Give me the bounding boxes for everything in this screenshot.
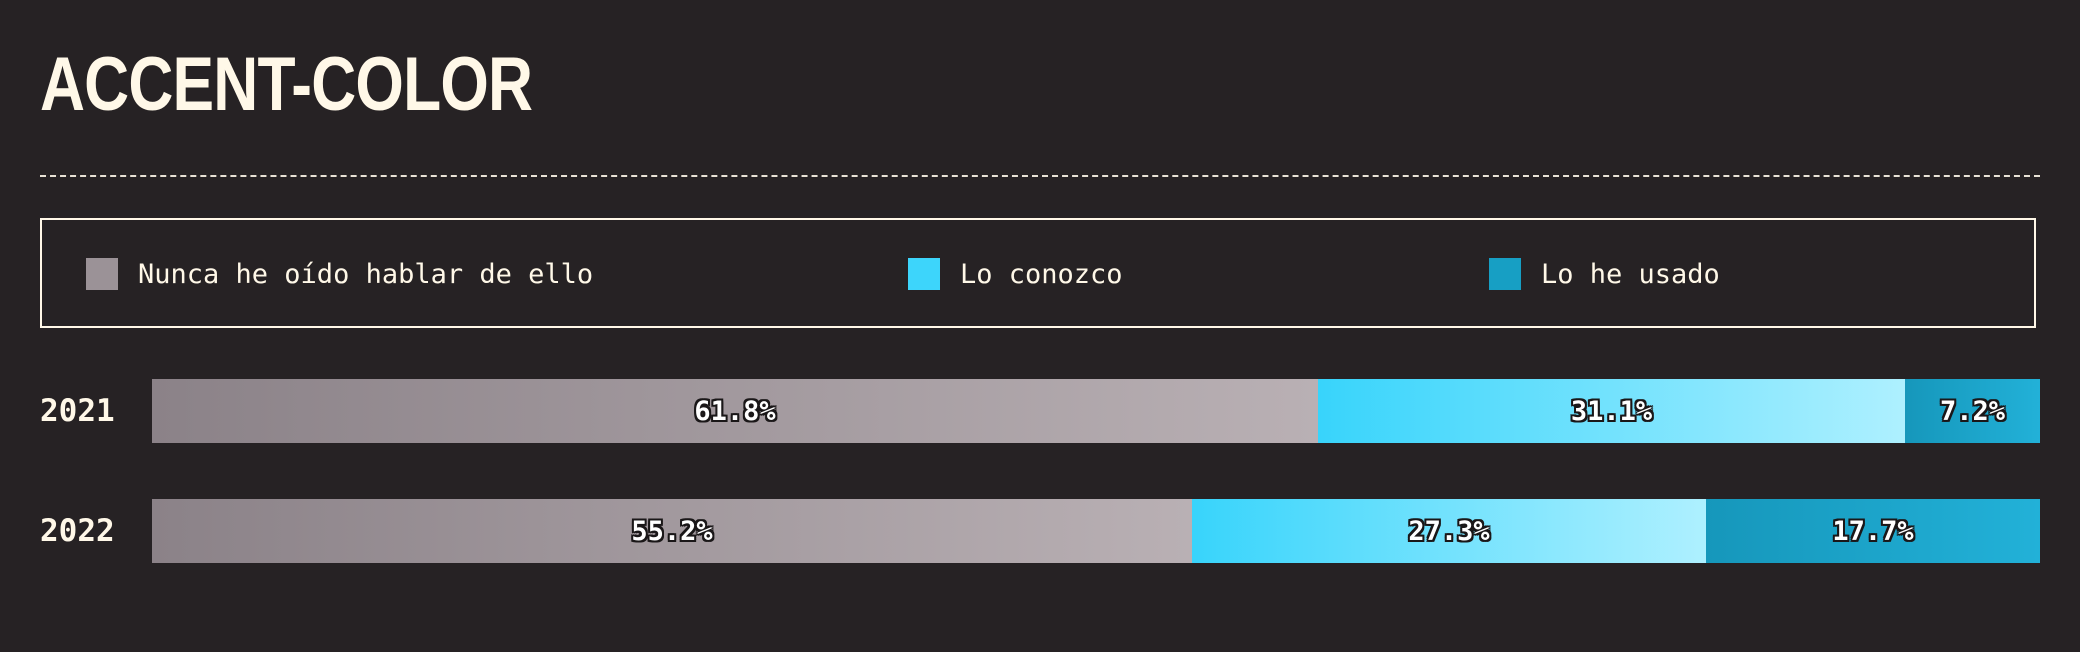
data-label-2022-never: 55.2%: [631, 515, 713, 547]
data-label-2022-used: 17.7%: [1832, 515, 1914, 547]
data-label-2021-never: 61.8%: [694, 395, 776, 427]
bar-segment-2021-used: 7.2%: [1905, 379, 2040, 443]
chart-legend: Nunca he oído hablar de ello Lo conozco …: [40, 218, 2036, 328]
legend-item-never: Nunca he oído hablar de ello: [86, 258, 593, 290]
stacked-bar-2022: 55.2% 27.3% 17.7%: [152, 499, 2040, 563]
data-label-2022-know: 27.3%: [1408, 515, 1490, 547]
legend-label-never: Nunca he oído hablar de ello: [138, 258, 594, 290]
legend-swatch-never: [86, 258, 118, 290]
legend-swatch-know: [908, 258, 940, 290]
legend-item-used: Lo he usado: [1489, 258, 1720, 290]
legend-item-know: Lo conozco: [908, 258, 1123, 290]
year-label-2022: 2022: [40, 513, 115, 549]
stacked-bar-2021: 61.8% 31.1% 7.2%: [152, 379, 2040, 443]
bar-segment-2021-never: 61.8%: [152, 379, 1318, 443]
data-label-2021-know: 31.1%: [1570, 395, 1653, 427]
chart-title: ACCENT-COLOR: [40, 42, 533, 127]
bar-segment-2022-used: 17.7%: [1706, 499, 2040, 563]
bar-row-2021: 2021 61.8% 31.1% 7.2%: [0, 379, 2080, 443]
title-divider: [40, 175, 2040, 177]
bar-row-2022: 2022 55.2% 27.3% 17.7%: [0, 499, 2080, 563]
legend-label-used: Lo he usado: [1541, 258, 1720, 290]
legend-label-know: Lo conozco: [960, 258, 1123, 290]
bar-segment-2021-know: 31.1%: [1318, 379, 1905, 443]
legend-swatch-used: [1489, 258, 1521, 290]
year-label-2021: 2021: [40, 393, 115, 429]
data-label-2021-used: 7.2%: [1939, 395, 2006, 427]
bar-segment-2022-never: 55.2%: [152, 499, 1192, 563]
bar-segment-2022-know: 27.3%: [1192, 499, 1706, 563]
